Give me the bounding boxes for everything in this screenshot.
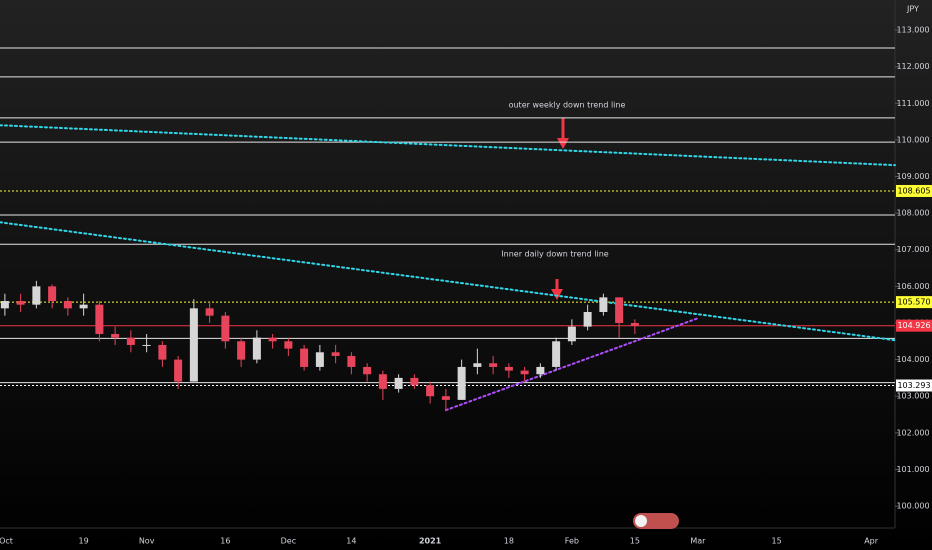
level-badge xyxy=(896,319,932,332)
x-tick-label: 19 xyxy=(79,537,89,546)
candle-body xyxy=(315,352,324,367)
candle-body xyxy=(48,286,57,302)
candle-body xyxy=(0,301,9,309)
candle-body xyxy=(142,344,151,346)
level-badge xyxy=(896,379,932,392)
x-tick-label: 15 xyxy=(630,537,640,546)
trend-line xyxy=(444,317,699,412)
candle-body xyxy=(599,297,608,312)
logo-icon xyxy=(635,515,647,527)
candle-body xyxy=(552,341,561,367)
candle-body xyxy=(378,374,387,389)
y-tick-label: 102.000 xyxy=(896,428,929,437)
candle-body xyxy=(158,344,167,360)
y-tick-label: 104.000 xyxy=(896,355,929,364)
trend-line xyxy=(0,221,896,342)
level-label: 105.570 xyxy=(897,298,930,307)
candle-body xyxy=(410,377,419,386)
x-tick-label: Oct xyxy=(0,537,13,546)
candle-body xyxy=(237,341,246,360)
annotation: Inner daily down trend line xyxy=(501,250,608,259)
candle-body xyxy=(347,355,356,367)
candle-body xyxy=(126,337,135,345)
candle-body xyxy=(520,370,529,375)
y-tick-label: 109.000 xyxy=(896,172,929,181)
y-tick-label: 111.000 xyxy=(896,99,929,108)
y-tick-label: 103.000 xyxy=(896,392,929,401)
candle-body xyxy=(221,315,230,342)
x-tick-label: 15 xyxy=(772,537,782,546)
level-badge xyxy=(896,296,932,309)
candle-body xyxy=(95,304,104,334)
candle-body xyxy=(473,363,482,367)
y-tick-label: 108.000 xyxy=(896,209,929,218)
candle-body xyxy=(457,366,466,400)
x-tick-label: Dec xyxy=(281,537,296,546)
y-tick-label: 110.000 xyxy=(896,135,929,144)
candle-body xyxy=(536,366,545,375)
arrows xyxy=(551,118,569,300)
x-tick-label: Feb xyxy=(565,537,579,546)
x-tick-label: 14 xyxy=(346,537,356,546)
trend-line xyxy=(0,124,896,167)
y-tick-label: 112.000 xyxy=(896,62,929,71)
x-tick-label: Nov xyxy=(139,537,155,546)
candle-body xyxy=(567,326,576,342)
candle-body xyxy=(426,385,435,397)
annotation: outer weekly down trend line xyxy=(509,101,626,110)
logo xyxy=(633,513,679,529)
candle-body xyxy=(79,304,88,309)
y-tick-label: 106.000 xyxy=(896,282,929,291)
candle-body xyxy=(300,348,309,367)
candle-body xyxy=(111,333,120,338)
candle-body xyxy=(630,322,639,326)
y-tick-label: 100.000 xyxy=(896,502,929,511)
candle-body xyxy=(363,366,372,375)
candle-body xyxy=(268,337,277,342)
candle-body xyxy=(174,359,183,382)
candle-body xyxy=(205,308,214,316)
candle-body xyxy=(252,337,261,360)
level-label: 103.293 xyxy=(897,381,930,390)
arrow-head xyxy=(557,138,569,149)
candle-body xyxy=(504,366,513,371)
x-tick-label: 16 xyxy=(220,537,230,546)
candle-body xyxy=(189,308,198,382)
candle-body xyxy=(32,286,41,305)
level-label: 104.926 xyxy=(897,321,930,330)
candle-body xyxy=(16,301,25,305)
candle-body xyxy=(63,301,72,309)
x-tick-label: 2021 xyxy=(419,537,442,546)
level-label: 108.605 xyxy=(897,186,930,195)
level-badge xyxy=(896,184,932,197)
x-tick-label: Apr xyxy=(864,537,879,546)
y-tick-label: 113.000 xyxy=(896,26,929,35)
candle-body xyxy=(615,297,624,323)
candle-body xyxy=(284,341,293,349)
candle-body xyxy=(583,312,592,327)
candle-body xyxy=(441,396,450,400)
x-tick-label: 18 xyxy=(504,537,514,546)
y-tick-label: 101.000 xyxy=(896,465,929,474)
y-tick-label: 107.000 xyxy=(896,245,929,254)
x-tick-label: Mar xyxy=(690,537,706,546)
candle-body xyxy=(489,363,498,367)
candle-body xyxy=(331,352,340,356)
candle-body xyxy=(394,377,403,389)
currency: JPY xyxy=(906,5,919,14)
arrow-head xyxy=(551,289,563,300)
